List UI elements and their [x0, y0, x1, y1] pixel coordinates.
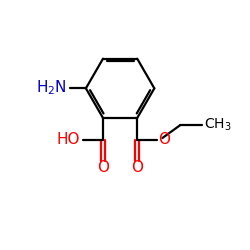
Text: O: O — [97, 160, 109, 175]
Text: CH$_3$: CH$_3$ — [204, 116, 232, 133]
Text: O: O — [131, 160, 143, 175]
Text: H$_2$N: H$_2$N — [36, 78, 66, 97]
Text: O: O — [158, 132, 170, 147]
Text: HO: HO — [56, 132, 80, 147]
